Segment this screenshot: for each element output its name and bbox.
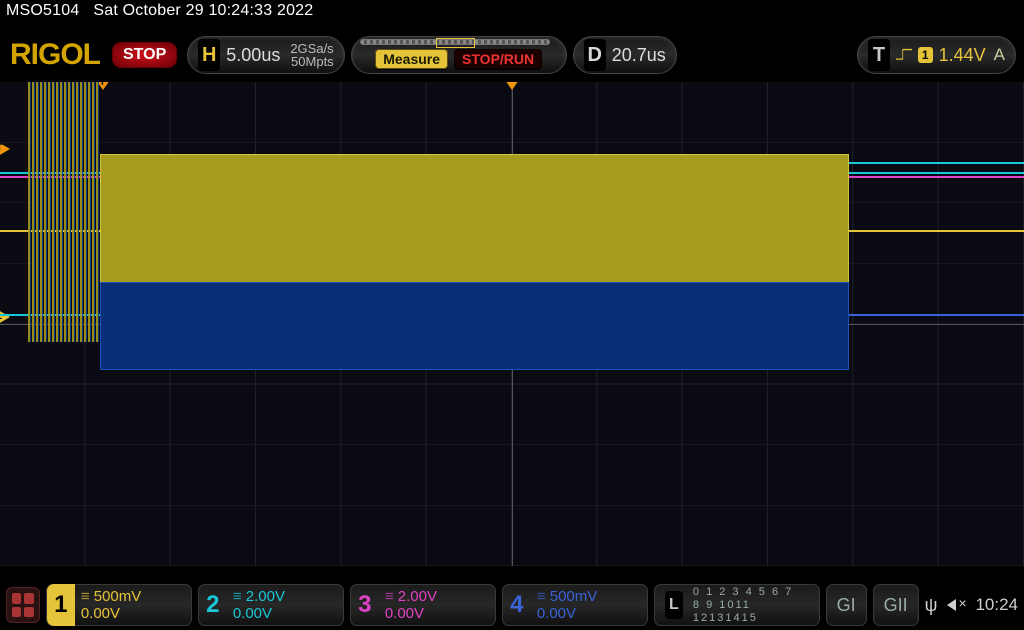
channel-3-offset: 0.00V <box>385 605 437 622</box>
brand-logo: RIGOL <box>10 38 100 72</box>
timebase-pill[interactable]: H 5.00us 2GSa/s 50Mpts <box>187 36 344 74</box>
digital-row1: 0 1 2 3 4 5 6 7 <box>693 586 809 599</box>
channel-1-box[interactable]: 1 500mV 0.00V <box>46 584 192 626</box>
delay-cap: D <box>584 39 606 71</box>
channel-4-offset: 0.00V <box>537 605 597 622</box>
channel-2-box[interactable]: 2 2.00V 0.00V <box>198 584 344 626</box>
channel-2-badge: 2 <box>199 584 227 626</box>
trigger-level-marker-icon[interactable]: T <box>0 142 10 156</box>
channel-4-scale: 500mV <box>537 588 597 605</box>
center-pill: Measure STOP/RUN <box>351 36 567 74</box>
trigger-level: 1.44V <box>939 45 986 66</box>
ch1-envelope <box>100 154 849 286</box>
model-label: MSO5104 <box>6 2 79 19</box>
trigger-mode: A <box>994 45 1005 65</box>
channel-1-scale: 500mV <box>81 588 141 605</box>
sound-muted-icon[interactable] <box>947 596 965 614</box>
channel-4-badge: 4 <box>503 584 531 626</box>
trigger-edge-icon <box>896 47 912 63</box>
group-2-button[interactable]: GII <box>873 584 919 626</box>
ch1-ground-marker-icon[interactable]: 1 <box>0 310 10 324</box>
stop-run-button[interactable]: STOP/RUN <box>454 49 542 69</box>
ch4-envelope <box>100 282 849 370</box>
digital-channel-list: 0 1 2 3 4 5 6 7 8 9 1011 12131415 <box>693 586 809 625</box>
run-state-badge[interactable]: STOP <box>112 42 177 68</box>
center-marker-icon <box>505 82 519 90</box>
usb-icon <box>925 595 938 616</box>
measure-button[interactable]: Measure <box>375 49 448 69</box>
channel-2-offset: 0.00V <box>233 605 285 622</box>
ch2-trace-right <box>848 162 1024 164</box>
datetime-label: Sat October 29 10:24:33 2022 <box>93 2 313 19</box>
trigger-source-badge: 1 <box>918 47 933 63</box>
timebase-scale: 5.00us <box>226 45 280 66</box>
trigger-cap: T <box>868 39 890 71</box>
trigger-pill[interactable]: T 1 1.44V A <box>857 36 1016 74</box>
delay-value: 20.7us <box>612 45 666 66</box>
channel-1-badge: 1 <box>47 584 75 626</box>
digital-label: L <box>665 591 683 619</box>
digital-row2: 8 9 1011 12131415 <box>693 599 809 625</box>
waveform-display[interactable]: T T 1 <box>0 82 1024 566</box>
delay-pill[interactable]: D 20.7us <box>573 36 677 74</box>
channel-4-box[interactable]: 4 500mV 0.00V <box>502 584 648 626</box>
group-1-button[interactable]: GI <box>826 584 867 626</box>
channel-3-scale: 2.00V <box>385 588 437 605</box>
layout-button[interactable] <box>6 587 40 623</box>
waveform-preview-icon[interactable] <box>360 39 550 45</box>
channel-3-badge: 3 <box>351 584 379 626</box>
mem-depth: 50Mpts <box>291 54 334 69</box>
channel-1-offset: 0.00V <box>81 605 141 622</box>
timebase-cap: H <box>198 39 220 71</box>
acq-info: 2GSa/s 50Mpts <box>290 42 333 68</box>
bottom-bar: 1 500mV 0.00V 2 2.00V 0.00V 3 2.00V 0.00… <box>0 580 1024 630</box>
top-bar: RIGOL STOP H 5.00us 2GSa/s 50Mpts Measur… <box>0 34 1024 76</box>
status-tray: 10:24 <box>925 595 1018 616</box>
ch4-trace-right <box>848 314 1024 316</box>
digital-channels-box[interactable]: L 0 1 2 3 4 5 6 7 8 9 1011 12131415 <box>654 584 820 626</box>
channel-2-scale: 2.00V <box>233 588 285 605</box>
clock-label: 10:24 <box>975 595 1018 615</box>
channel-3-box[interactable]: 3 2.00V 0.00V <box>350 584 496 626</box>
header-line: MSO5104 Sat October 29 10:24:33 2022 <box>6 2 313 20</box>
